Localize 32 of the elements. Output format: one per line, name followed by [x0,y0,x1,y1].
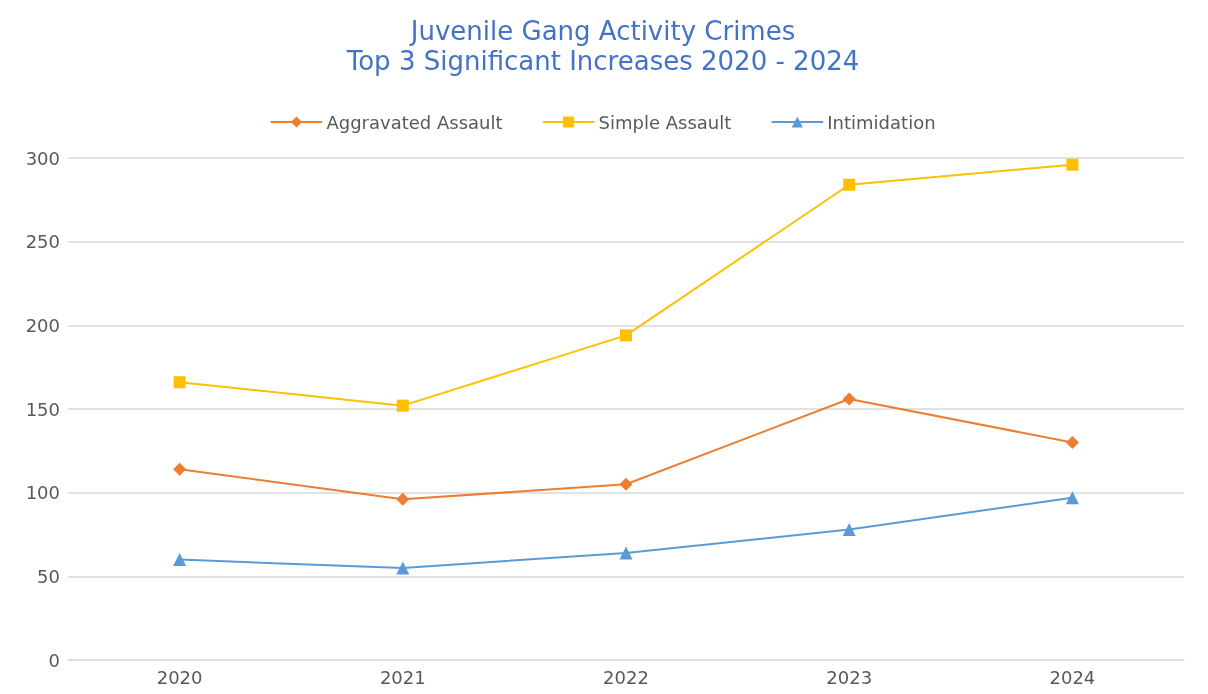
point [843,178,856,191]
point [173,462,187,476]
y-tick-label: 300 [25,147,60,169]
point [396,399,409,412]
x-tick-label: 2021 [379,666,426,688]
point [1065,435,1079,449]
point [173,553,187,567]
point [619,477,633,491]
y-tick-label: 0 [48,649,60,671]
x-tick-label: 2023 [826,666,873,688]
x-tick-label: 2024 [1049,666,1096,688]
point [842,392,856,406]
x-tick-label: 2020 [156,666,203,688]
legend-label: Aggravated Assault [326,111,503,133]
point [396,561,410,575]
chart-subtitle: Top 3 Significant Increases 2020 - 2024 [345,46,860,76]
point [620,329,632,342]
chart-title: Juvenile Gang Activity Crimes [408,16,796,46]
point [1065,491,1079,505]
point [842,522,856,536]
legend-label: Simple Assault [598,111,732,133]
x-tick-label: 2022 [603,666,649,688]
y-tick-label: 100 [25,482,60,504]
legend-label: Intimidation [827,111,936,133]
y-tick-label: 250 [25,231,60,253]
point [173,376,186,389]
point [619,546,633,560]
y-tick-label: 50 [37,565,60,587]
point [396,492,410,506]
point [1066,158,1079,171]
y-tick-label: 200 [25,314,60,336]
y-tick-label: 150 [25,398,60,420]
